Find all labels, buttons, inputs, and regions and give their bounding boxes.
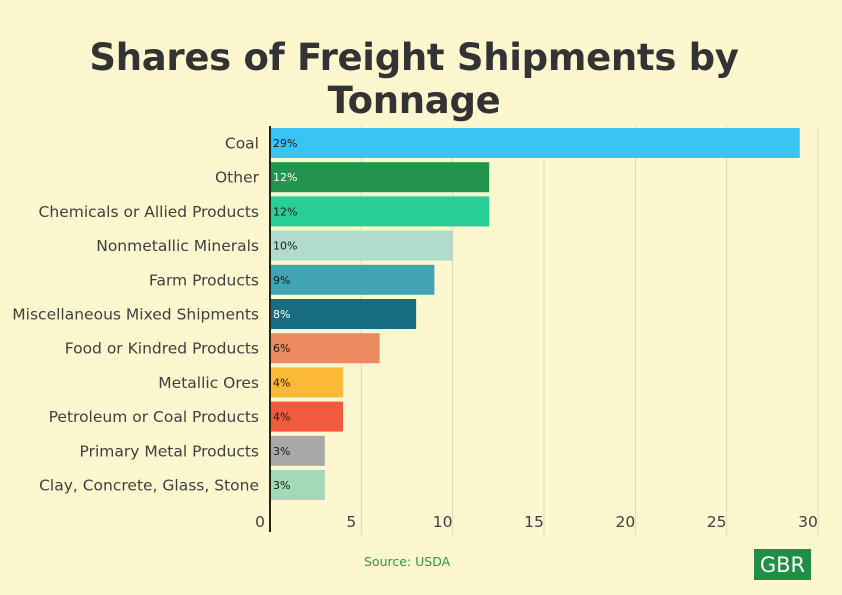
data-label: 6% — [273, 342, 290, 355]
data-label: 12% — [273, 205, 297, 218]
source-note: Source: USDA — [364, 554, 451, 569]
category-label: Clay, Concrete, Glass, Stone — [39, 477, 259, 495]
category-label: Other — [215, 169, 260, 187]
bar — [270, 435, 325, 466]
x-tick-label: 15 — [524, 513, 544, 531]
data-label: 10% — [273, 240, 297, 253]
category-label: Farm Products — [149, 271, 259, 289]
bar — [270, 367, 344, 398]
category-label: Miscellaneous Mixed Shipments — [12, 306, 259, 324]
bar — [270, 401, 344, 432]
data-label: 12% — [273, 171, 297, 184]
category-label: Petroleum or Coal Products — [49, 408, 259, 426]
x-tick-label: 25 — [707, 513, 727, 531]
bars: 29% 12% 12% 10% 9% 8% 6% 4% 4% 3% 3% — [270, 128, 800, 500]
chart-title: Shares of Freight Shipments by Tonnage — [89, 36, 739, 122]
bar — [270, 333, 380, 364]
bar-chart: 29% 12% 12% 10% 9% 8% 6% 4% 4% 3% 3% Coal Other Chem… — [12, 126, 819, 535]
category-labels: Coal Other Chemicals or Allied Products Non… — [12, 135, 259, 495]
data-label: 3% — [273, 445, 290, 458]
bar — [270, 196, 490, 227]
category-label: Coal — [225, 135, 259, 153]
data-label: 29% — [273, 137, 297, 150]
category-label: Metallic Ores — [158, 374, 259, 392]
data-label: 8% — [273, 308, 290, 321]
bar — [270, 162, 490, 193]
gbr-logo: GBR — [754, 549, 811, 580]
data-label: 9% — [273, 274, 290, 287]
bar — [270, 128, 800, 158]
x-tick-labels: 0 5 10 15 20 25 30 — [255, 513, 818, 531]
bar — [270, 470, 325, 500]
data-label: 4% — [273, 411, 290, 424]
x-tick-label: 5 — [346, 513, 356, 531]
x-tick-label: 30 — [798, 513, 818, 531]
grid-lines — [360, 126, 819, 535]
bar — [270, 264, 435, 295]
x-tick-label: 0 — [255, 513, 265, 531]
category-label: Chemicals or Allied Products — [39, 203, 259, 221]
category-label: Food or Kindred Products — [65, 340, 259, 358]
category-label: Primary Metal Products — [80, 442, 259, 460]
bar — [270, 299, 417, 329]
x-tick-label: 20 — [615, 513, 635, 531]
x-tick-label: 10 — [433, 513, 453, 531]
data-label: 3% — [273, 479, 290, 492]
data-label: 4% — [273, 376, 290, 389]
bar — [270, 230, 453, 261]
category-label: Nonmetallic Minerals — [96, 237, 259, 255]
